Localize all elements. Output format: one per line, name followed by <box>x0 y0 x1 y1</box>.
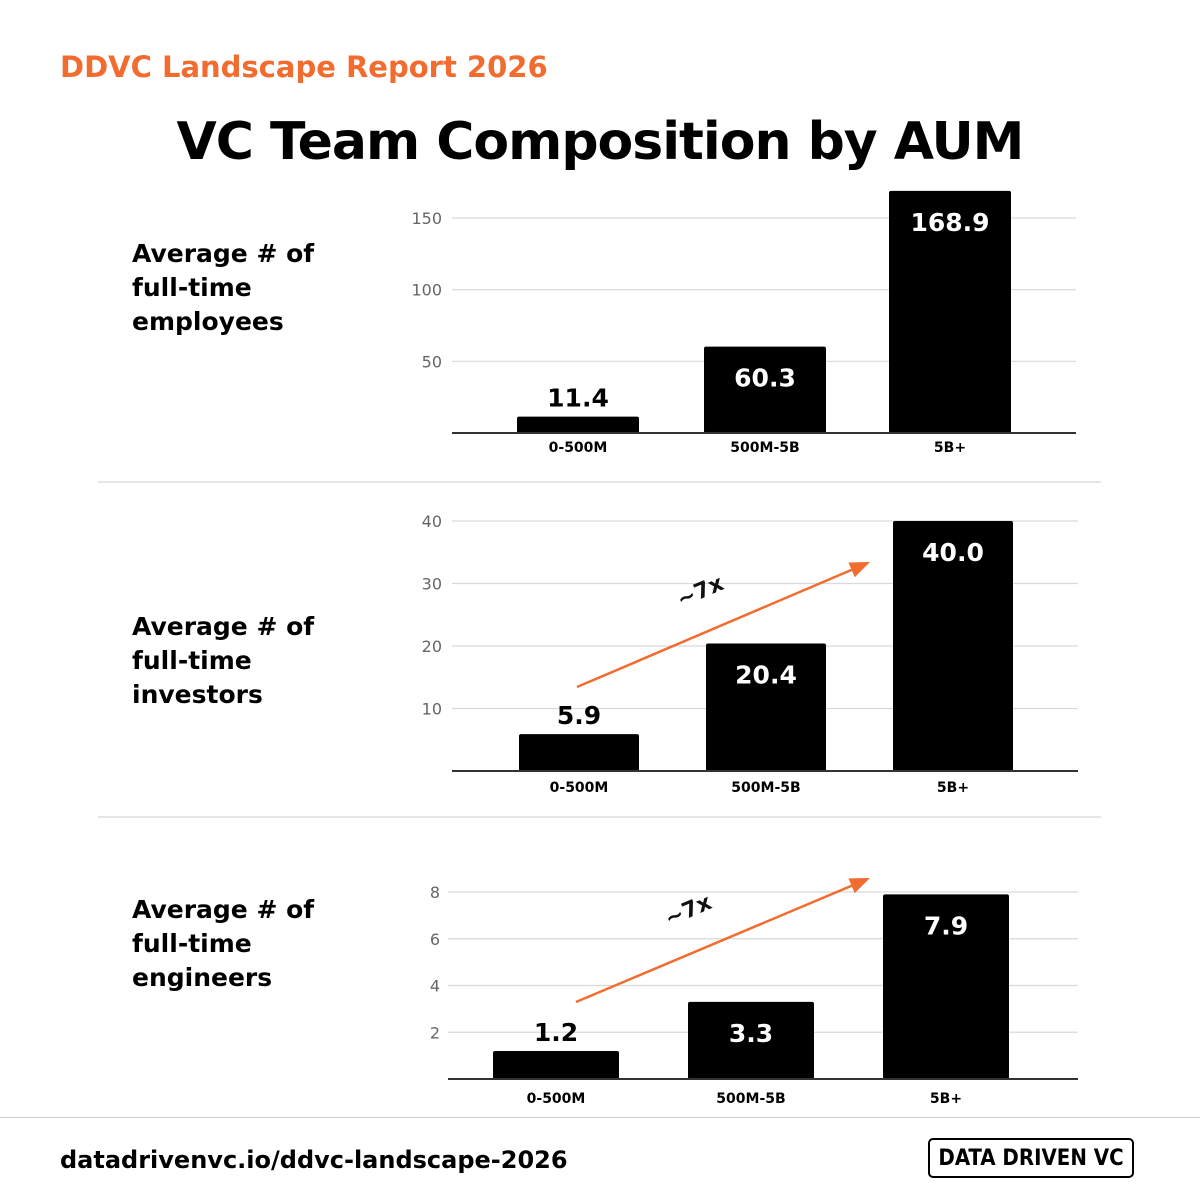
growth-annotation-label: ~7x <box>674 571 728 613</box>
x-category-label: 0-500M <box>550 780 609 796</box>
panel-label-line: full-time <box>132 273 252 302</box>
bar-500m-5b <box>706 643 826 771</box>
growth-arrow-line <box>576 568 853 689</box>
y-tick-label: 8 <box>430 883 440 902</box>
panel-label-employees: Average # of full-time employees <box>132 237 372 339</box>
bar-value-label: 168.9 <box>910 208 989 237</box>
x-category-label: 500M-5B <box>730 440 799 456</box>
brand-logo: DATA DRIVEN VC <box>928 1138 1134 1178</box>
panel-label-line: Average # of <box>132 612 315 641</box>
y-tick-label: 50 <box>422 352 442 371</box>
page-title: VC Team Composition by AUM <box>176 112 1025 172</box>
bar-5b- <box>883 894 1009 1079</box>
bar-0-500m <box>493 1050 619 1079</box>
panel-label-engineers: Average # of full-time engineers <box>132 893 372 995</box>
footer-divider <box>0 1117 1200 1118</box>
y-tick-label: 20 <box>422 637 442 656</box>
growth-arrow-line <box>575 884 853 1004</box>
y-tick-label: 30 <box>422 575 442 594</box>
panel-label-line: Average # of <box>132 895 315 924</box>
y-tick-label: 150 <box>411 209 442 228</box>
panel-divider <box>98 481 1101 483</box>
bar-5b- <box>889 190 1011 433</box>
investors-bar-chart: 10 20 30 40 5.9 0-500M 20.4 500M-5B 40.0 5B+ ~7x <box>422 512 1078 796</box>
y-tick-label: 2 <box>430 1023 440 1042</box>
bar-value-label: 1.2 <box>534 1018 578 1047</box>
bar-value-label: 5.9 <box>557 701 601 730</box>
x-category-label: 5B+ <box>930 1091 962 1107</box>
x-category-label: 500M-5B <box>716 1091 785 1107</box>
bar-value-label: 7.9 <box>924 911 968 940</box>
x-category-label: 500M-5B <box>731 780 800 796</box>
bar-value-label: 60.3 <box>734 364 796 393</box>
panel-label-investors: Average # of full-time investors <box>132 610 372 712</box>
x-category-label: 0-500M <box>549 440 608 456</box>
y-tick-label: 4 <box>430 977 440 996</box>
y-tick-label: 6 <box>430 930 440 949</box>
bar-value-label: 11.4 <box>547 384 609 413</box>
x-category-label: 5B+ <box>934 440 966 456</box>
growth-arrow-head <box>848 878 870 894</box>
bar-5b- <box>893 521 1013 771</box>
bar-500m-5b <box>688 1001 814 1079</box>
bar-0-500m <box>517 416 639 433</box>
y-tick-label: 40 <box>422 512 442 531</box>
bar-value-label: 20.4 <box>735 661 797 690</box>
panel-label-line: full-time <box>132 929 252 958</box>
bar-500m-5b <box>704 346 826 433</box>
panel-label-line: investors <box>132 680 263 709</box>
panel-label-line: engineers <box>132 963 273 992</box>
panel-label-line: full-time <box>132 646 252 675</box>
panel-label-line: Average # of <box>132 239 315 268</box>
growth-arrow-head <box>848 562 870 578</box>
x-category-label: 0-500M <box>527 1091 586 1107</box>
growth-annotation-label: ~7x <box>662 890 716 932</box>
panel-label-line: employees <box>132 307 284 336</box>
employees-bar-chart: 50 100 150 11.4 0-500M 60.3 500M-5B 168.9 5B+ <box>411 190 1076 456</box>
bar-value-label: 40.0 <box>922 538 984 567</box>
y-tick-label: 100 <box>411 281 442 300</box>
panel-divider <box>98 816 1101 818</box>
report-name: DDVC Landscape Report 2026 <box>60 50 548 84</box>
bar-0-500m <box>519 734 639 771</box>
y-tick-label: 10 <box>422 700 442 719</box>
footer-url-link[interactable]: datadrivenvc.io/ddvc-landscape-2026 <box>60 1146 568 1174</box>
bar-value-label: 3.3 <box>729 1019 773 1048</box>
engineers-bar-chart: 2 4 6 8 1.2 0-500M 3.3 500M-5B 7.9 5B+ ~7x <box>430 878 1078 1107</box>
x-category-label: 5B+ <box>937 780 969 796</box>
